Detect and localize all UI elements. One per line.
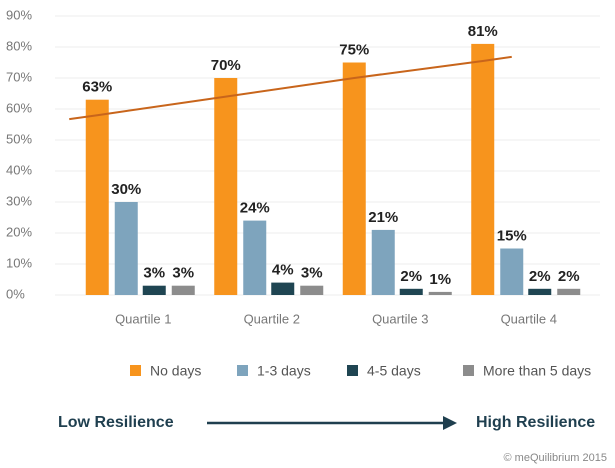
x-tick-label: Quartile 2 [244, 311, 300, 326]
value-label: 30% [111, 181, 141, 198]
value-label: 75% [339, 41, 369, 58]
bar [428, 291, 452, 295]
bar [171, 285, 195, 295]
value-label: 24% [240, 200, 270, 217]
value-label: 2% [400, 268, 422, 285]
value-label: 15% [497, 227, 527, 244]
legend-label: 1-3 days [257, 363, 311, 379]
bar [557, 288, 581, 295]
bar [243, 220, 267, 295]
y-tick-label: 90% [6, 7, 32, 22]
bar [471, 43, 495, 296]
legend-swatch [130, 365, 141, 376]
legend-swatch [347, 365, 358, 376]
bar [500, 248, 524, 295]
high-label: High Resilience [476, 414, 595, 431]
bar [85, 99, 109, 295]
y-tick-label: 50% [6, 131, 32, 146]
legend-label: No days [150, 363, 201, 379]
value-label: 21% [368, 209, 398, 226]
low-label: Low Resilience [58, 414, 174, 431]
bar [342, 62, 366, 295]
bar [399, 288, 423, 295]
footer: © meQuilibrium 2015 [504, 452, 607, 464]
value-label: 3% [172, 265, 194, 282]
legend-swatch [463, 365, 474, 376]
bar [114, 202, 138, 295]
y-tick-label: 70% [6, 69, 32, 84]
y-tick-label: 40% [6, 162, 32, 177]
bar [371, 229, 395, 295]
bar [271, 282, 295, 295]
y-tick-label: 30% [6, 193, 32, 208]
x-tick-label: Quartile 4 [501, 311, 557, 326]
legend-swatch [237, 365, 248, 376]
value-label: 4% [272, 262, 294, 279]
legend-label: 4-5 days [367, 363, 421, 379]
arrow-head [443, 416, 457, 430]
x-tick-label: Quartile 1 [115, 311, 171, 326]
x-tick-label: Quartile 3 [372, 311, 428, 326]
y-tick-label: 0% [6, 286, 25, 301]
trendline [69, 55, 512, 121]
y-tick-label: 80% [6, 38, 32, 53]
y-tick-label: 60% [6, 100, 32, 115]
value-label: 3% [301, 265, 323, 282]
value-label: 63% [82, 79, 112, 96]
value-label: 1% [429, 271, 451, 288]
value-label: 2% [558, 268, 580, 285]
y-tick-label: 20% [6, 224, 32, 239]
value-label: 81% [468, 23, 498, 40]
bar [214, 78, 238, 295]
bar [300, 285, 324, 295]
y-tick-label: 10% [6, 255, 32, 270]
value-label: 70% [211, 57, 241, 74]
bar [142, 285, 166, 295]
bar [528, 288, 552, 295]
value-label: 3% [143, 265, 165, 282]
value-label: 2% [529, 268, 551, 285]
legend-label: More than 5 days [483, 363, 591, 379]
